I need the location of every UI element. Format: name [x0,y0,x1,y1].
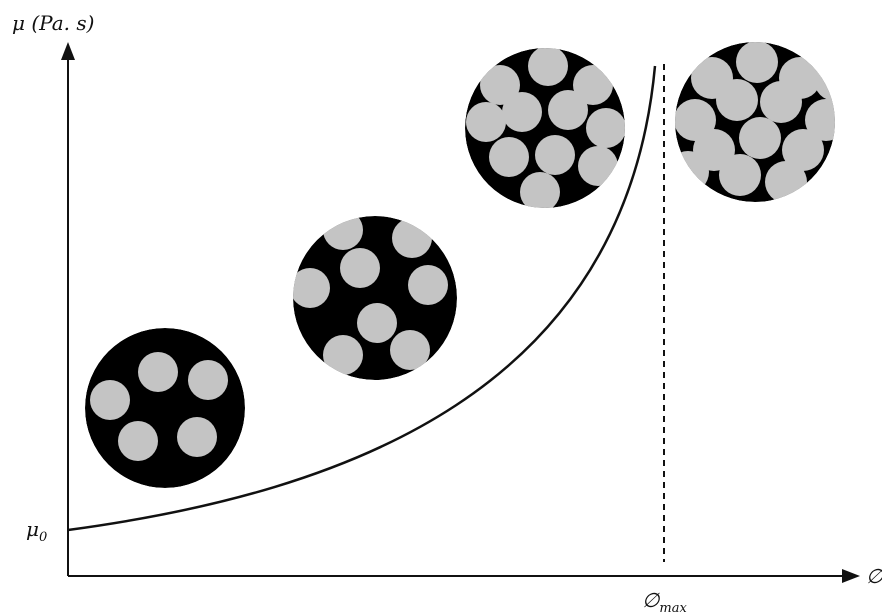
x-arrow [842,569,860,583]
suspension-high [465,48,625,208]
y-arrow [61,42,75,60]
baseline-label: μ0 [26,517,47,545]
baseline-symbol: μ [26,517,39,541]
suspension-max [675,42,835,202]
max-symbol: ∅ [642,588,661,612]
max-label: ∅max [642,588,687,616]
baseline-subscript: 0 [39,530,47,545]
suspension-low [85,328,245,488]
y-axis-label: μ (Pa. s) [12,11,94,35]
suspension-medium [293,216,457,380]
max-subscript: max [659,601,687,616]
x-axis-label: ∅ [866,564,882,588]
viscosity-curve [67,65,657,532]
